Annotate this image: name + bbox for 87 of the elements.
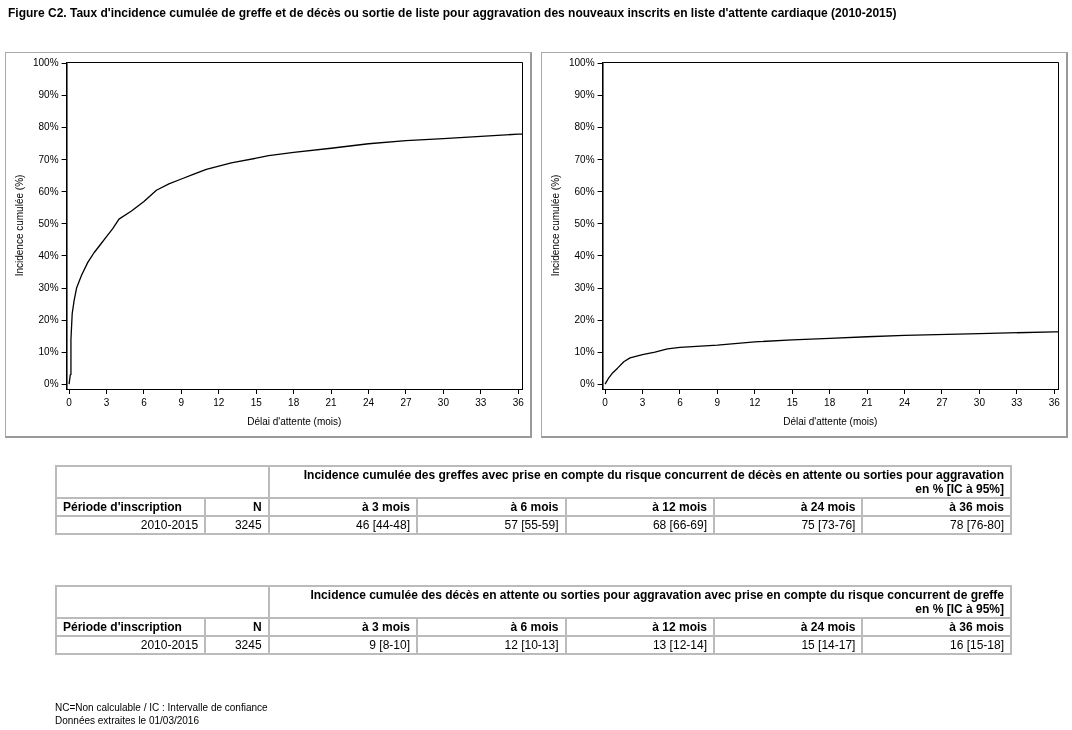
y-tick-label: 10% xyxy=(38,345,59,357)
text: 3245 xyxy=(205,636,269,654)
x-tick-label: 12 xyxy=(749,396,761,408)
text: 75 [73-76] xyxy=(713,516,863,534)
category-label: à 24 mois xyxy=(713,618,863,636)
y-tick-label: 30% xyxy=(574,281,595,293)
text: Incidence cumulée des greffes avec prise en compte du risque concurrent de décès en attente ou sorties pour aggravation xyxy=(302,468,1004,482)
y-tick-label: 90% xyxy=(574,89,595,101)
x-tick-label: 33 xyxy=(475,396,487,408)
text: 16 [15-18] xyxy=(862,636,1011,654)
text: 2010-2015 xyxy=(56,516,206,534)
x-tick-label: 3 xyxy=(103,396,110,408)
x-tick-label: 24 xyxy=(362,396,375,408)
y-tick-label: 30% xyxy=(38,281,59,293)
category-label: à 3 mois xyxy=(268,618,418,636)
text: 12 [10-13] xyxy=(417,636,566,654)
y-tick-label: 60% xyxy=(574,185,595,197)
x-tick-label: 24 xyxy=(898,396,911,408)
x-tick-label: 36 xyxy=(512,396,525,408)
y-tick-label: 70% xyxy=(574,153,595,165)
category-label: à 3 mois xyxy=(268,498,418,516)
x-tick-label: 12 xyxy=(213,396,225,408)
y-tick-label: 20% xyxy=(38,313,59,325)
category-label: à 36 mois xyxy=(862,618,1011,636)
text: 9 [8-10] xyxy=(268,636,418,654)
text: 3245 xyxy=(205,516,269,534)
text: 2010-2015 xyxy=(56,636,206,654)
category-label: N xyxy=(205,618,269,636)
text: 46 [44-48] xyxy=(268,516,418,534)
x-tick-label: 15 xyxy=(250,396,263,408)
category-label: à 12 mois xyxy=(565,498,714,516)
x-tick-label: 30 xyxy=(973,396,986,408)
x-tick-label: 9 xyxy=(178,396,185,408)
x-tick-label: 30 xyxy=(437,396,450,408)
text: Données extraites le 01/03/2016 xyxy=(55,714,200,727)
category-label: à 6 mois xyxy=(417,618,566,636)
x-axis-title: Délai d'attente (mois) xyxy=(247,415,342,427)
y-tick-label: 50% xyxy=(38,217,59,229)
text: NC=Non calculable / IC : Intervalle de confiance xyxy=(55,701,268,714)
category-label: à 36 mois xyxy=(862,498,1011,516)
y-tick-label: 0% xyxy=(44,377,59,389)
y-tick-label: 100% xyxy=(33,57,59,69)
x-tick-label: 0 xyxy=(602,396,609,408)
y-tick-label: 90% xyxy=(38,89,59,101)
x-tick-label: 36 xyxy=(1048,396,1061,408)
category-label: Période d'inscription xyxy=(56,618,206,636)
x-tick-label: 3 xyxy=(639,396,646,408)
x-tick-label: 33 xyxy=(1011,396,1023,408)
text: 13 [12-14] xyxy=(565,636,714,654)
x-tick-label: 15 xyxy=(786,396,799,408)
x-tick-label: 6 xyxy=(141,396,148,408)
text: en % [IC à 95%] xyxy=(914,602,1004,616)
category-label: Période d'inscription xyxy=(56,498,206,516)
chart-title: Figure C2. Taux d'incidence cumulée de greffe et de décès ou sortie de liste pour aggravation des nouveaux inscrits en liste d'attente cardiaque (2010-2015) xyxy=(8,6,897,20)
y-axis-title: Incidence cumulée (%) xyxy=(13,174,25,277)
text: en % [IC à 95%] xyxy=(914,482,1004,496)
x-axis-title: Délai d'attente (mois) xyxy=(783,415,878,427)
y-tick-label: 10% xyxy=(574,345,595,357)
x-tick-label: 6 xyxy=(677,396,684,408)
x-tick-label: 0 xyxy=(66,396,73,408)
y-tick-label: 40% xyxy=(38,249,59,261)
y-tick-label: 80% xyxy=(574,121,595,133)
category-label: à 24 mois xyxy=(713,498,863,516)
y-tick-label: 60% xyxy=(38,185,59,197)
category-label: N xyxy=(205,498,269,516)
x-tick-label: 21 xyxy=(861,396,874,408)
y-tick-label: 0% xyxy=(580,377,595,389)
category-label: à 6 mois xyxy=(417,498,566,516)
category-label: à 12 mois xyxy=(565,618,714,636)
y-tick-label: 70% xyxy=(38,153,59,165)
y-tick-label: 100% xyxy=(569,57,595,69)
text: 57 [55-59] xyxy=(417,516,566,534)
x-tick-label: 27 xyxy=(400,396,412,408)
x-tick-label: 27 xyxy=(936,396,948,408)
text: 15 [14-17] xyxy=(713,636,863,654)
text: 78 [76-80] xyxy=(862,516,1011,534)
text: 68 [66-69] xyxy=(565,516,714,534)
y-axis-title: Incidence cumulée (%) xyxy=(549,174,561,277)
x-tick-label: 21 xyxy=(325,396,338,408)
y-tick-label: 20% xyxy=(574,313,595,325)
text: Incidence cumulée des décès en attente ou sorties pour aggravation avec prise en compte du risque concurrent de greffe xyxy=(309,588,1004,602)
x-tick-label: 9 xyxy=(714,396,721,408)
x-tick-label: 18 xyxy=(288,396,300,408)
y-tick-label: 80% xyxy=(38,121,59,133)
y-tick-label: 40% xyxy=(574,249,595,261)
x-tick-label: 18 xyxy=(824,396,836,408)
y-tick-label: 50% xyxy=(574,217,595,229)
